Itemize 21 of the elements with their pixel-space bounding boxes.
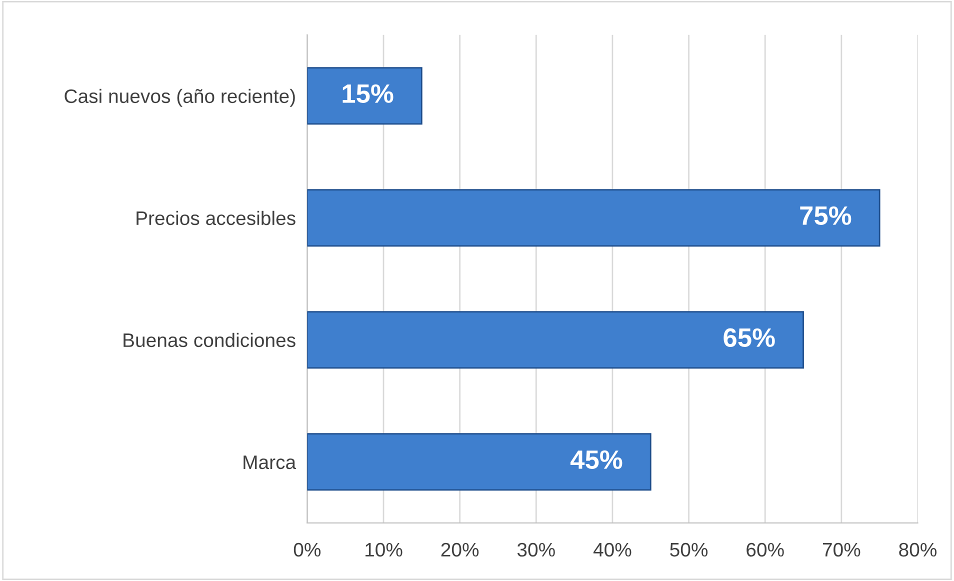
x-tick-label: 60%	[746, 542, 784, 557]
data-label: 75%	[800, 206, 852, 225]
x-tick-label: 10%	[366, 542, 402, 557]
y-tick-label: Precios accesibles	[136, 210, 296, 226]
y-tick-label: Marca	[244, 456, 296, 470]
data-label: 45%	[570, 450, 622, 469]
data-label: 15%	[342, 84, 394, 103]
bar	[307, 433, 652, 491]
x-tick-label: 80%	[899, 542, 937, 557]
x-tick-label: 30%	[517, 542, 555, 557]
bar	[307, 189, 880, 247]
x-tick-label: 40%	[593, 542, 632, 557]
x-tick-label: 70%	[822, 542, 860, 557]
x-tick-label: 20%	[441, 542, 479, 557]
y-tick-label: Casi nuevos (año reciente)	[64, 88, 295, 107]
bar	[307, 67, 422, 125]
bar	[307, 311, 804, 369]
x-tick-label: 0%	[294, 542, 321, 557]
x-tick-label: 50%	[670, 542, 708, 557]
y-tick-label: Buenas condiciones	[124, 332, 296, 348]
data-label: 65%	[724, 328, 775, 347]
